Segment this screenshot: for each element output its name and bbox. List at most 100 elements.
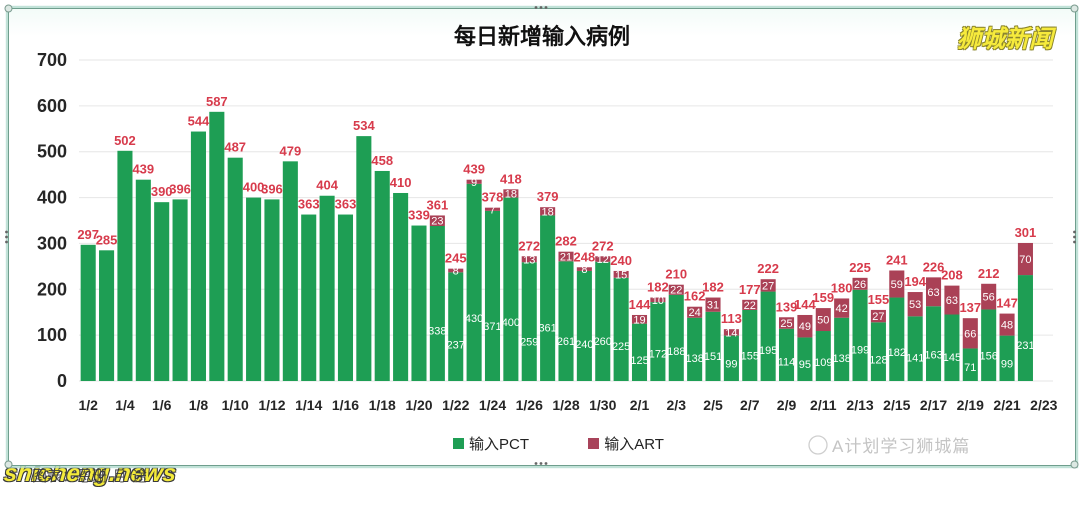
svg-text:42: 42 (836, 303, 848, 315)
svg-text:1/14: 1/14 (295, 397, 322, 413)
svg-text:222: 222 (757, 261, 779, 276)
svg-text:439: 439 (463, 162, 485, 177)
svg-text:225: 225 (849, 260, 871, 275)
svg-text:240: 240 (575, 339, 593, 351)
svg-text:155: 155 (868, 292, 890, 307)
svg-text:138: 138 (685, 353, 703, 365)
svg-text:125: 125 (630, 355, 648, 367)
svg-text:272: 272 (518, 238, 540, 253)
svg-text:1/18: 1/18 (369, 397, 396, 413)
svg-text:410: 410 (390, 175, 412, 190)
svg-text:1/30: 1/30 (589, 397, 616, 413)
svg-text:231: 231 (1016, 340, 1034, 352)
svg-text:18: 18 (541, 206, 553, 218)
svg-text:199: 199 (851, 345, 869, 357)
svg-text:7: 7 (489, 204, 495, 216)
svg-text:1/2: 1/2 (78, 397, 98, 413)
svg-text:361: 361 (538, 322, 556, 334)
svg-text:195: 195 (759, 345, 777, 357)
svg-text:430: 430 (465, 313, 483, 325)
svg-text:13: 13 (523, 254, 535, 266)
svg-text:144: 144 (629, 297, 651, 312)
svg-text:15: 15 (615, 269, 627, 281)
svg-text:109: 109 (814, 357, 832, 369)
svg-text:70: 70 (1019, 254, 1031, 266)
svg-text:180: 180 (831, 280, 853, 295)
svg-text:2/17: 2/17 (920, 397, 947, 413)
svg-text:141: 141 (906, 353, 924, 365)
svg-text:418: 418 (500, 171, 522, 186)
svg-text:259: 259 (520, 336, 538, 348)
svg-text:172: 172 (649, 348, 667, 360)
svg-text:194: 194 (904, 274, 926, 289)
svg-text:2/5: 2/5 (703, 397, 723, 413)
svg-text:400: 400 (37, 188, 67, 208)
svg-text:145: 145 (943, 352, 961, 364)
svg-text:114: 114 (778, 356, 796, 368)
svg-text:163: 163 (924, 350, 942, 362)
svg-text:137: 137 (959, 300, 981, 315)
svg-text:63: 63 (927, 287, 939, 299)
svg-text:156: 156 (980, 351, 998, 363)
svg-text:147: 147 (996, 296, 1018, 311)
svg-text:210: 210 (665, 267, 687, 282)
svg-text:245: 245 (445, 251, 467, 266)
svg-text:0: 0 (57, 371, 67, 391)
svg-text:155: 155 (741, 351, 759, 363)
svg-text:404: 404 (316, 178, 338, 193)
svg-text:182: 182 (647, 280, 669, 295)
svg-text:2/9: 2/9 (777, 397, 797, 413)
svg-text:487: 487 (224, 140, 246, 155)
svg-text:379: 379 (537, 189, 559, 204)
svg-text:1/8: 1/8 (189, 397, 209, 413)
svg-text:2/7: 2/7 (740, 397, 760, 413)
svg-text:261: 261 (557, 336, 575, 348)
svg-text:200: 200 (37, 279, 67, 299)
svg-text:544: 544 (188, 114, 210, 129)
svg-text:1/10: 1/10 (222, 397, 249, 413)
svg-text:212: 212 (978, 266, 1000, 281)
svg-text:113: 113 (721, 311, 742, 326)
svg-text:282: 282 (555, 234, 577, 249)
svg-text:260: 260 (594, 336, 612, 348)
svg-text:1/20: 1/20 (405, 397, 432, 413)
svg-text:2/23: 2/23 (1030, 397, 1057, 413)
svg-text:363: 363 (298, 197, 320, 212)
svg-text:225: 225 (612, 341, 630, 353)
svg-text:21: 21 (560, 252, 572, 264)
svg-text:272: 272 (592, 238, 614, 253)
svg-text:66: 66 (964, 328, 976, 340)
svg-text:53: 53 (909, 299, 921, 311)
svg-text:458: 458 (371, 153, 393, 168)
svg-text:151: 151 (704, 351, 722, 363)
svg-text:439: 439 (132, 162, 154, 177)
svg-text:600: 600 (37, 96, 67, 116)
svg-text:1/12: 1/12 (258, 397, 285, 413)
svg-text:128: 128 (869, 354, 887, 366)
svg-text:24: 24 (689, 307, 701, 319)
svg-text:26: 26 (854, 279, 866, 291)
svg-text:50: 50 (817, 315, 829, 327)
svg-text:100: 100 (37, 325, 67, 345)
svg-text:1/28: 1/28 (552, 397, 579, 413)
svg-text:500: 500 (37, 142, 67, 162)
svg-text:14: 14 (725, 327, 737, 339)
svg-text:208: 208 (941, 268, 963, 283)
svg-text:177: 177 (739, 282, 761, 297)
svg-text:2/3: 2/3 (667, 397, 687, 413)
svg-text:18: 18 (505, 188, 517, 200)
svg-text:49: 49 (799, 321, 811, 333)
svg-text:63: 63 (946, 295, 958, 307)
svg-text:138: 138 (832, 353, 850, 365)
svg-text:22: 22 (744, 300, 756, 312)
svg-text:1/4: 1/4 (115, 397, 135, 413)
svg-text:700: 700 (37, 50, 67, 70)
svg-text:241: 241 (886, 252, 908, 267)
svg-text:1/26: 1/26 (516, 397, 543, 413)
svg-text:2/11: 2/11 (810, 397, 837, 413)
svg-text:2/13: 2/13 (846, 397, 873, 413)
svg-text:8: 8 (453, 265, 459, 277)
svg-text:27: 27 (762, 280, 774, 292)
svg-text:9: 9 (471, 177, 477, 189)
svg-text:300: 300 (37, 233, 67, 253)
